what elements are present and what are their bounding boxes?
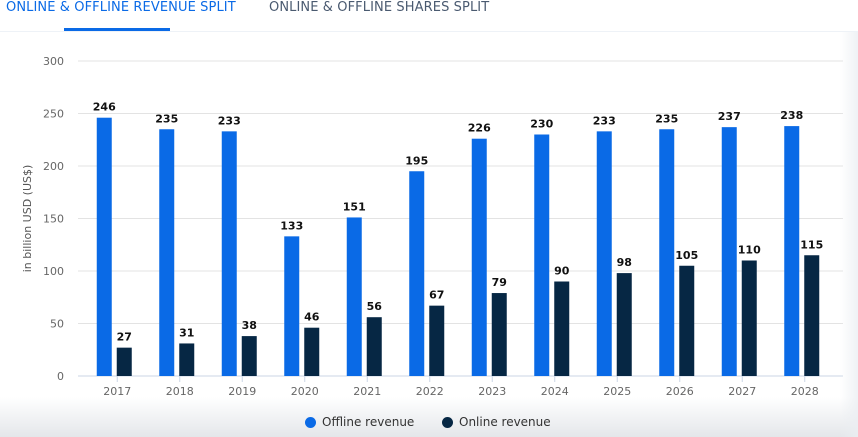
offline-bar [659, 129, 675, 376]
y-tick-label: 200 [43, 160, 64, 173]
x-tick-label: 2022 [416, 385, 444, 398]
x-tick-label: 2023 [478, 385, 506, 398]
offline-bar [409, 171, 425, 376]
offline-bar [284, 236, 300, 376]
offline-bar [221, 131, 237, 376]
x-tick-label: 2019 [228, 385, 256, 398]
online-bar [179, 343, 195, 376]
legend-label-online: Online revenue [459, 415, 551, 429]
online-bar [304, 327, 320, 376]
data-label: 151 [343, 200, 366, 213]
online-bar [241, 336, 257, 376]
legend-label-offline: Offline revenue [322, 415, 415, 429]
x-tick-label: 2018 [166, 385, 194, 398]
offline-bar [471, 138, 487, 376]
legend-item-online[interactable]: Online revenue [442, 415, 551, 429]
y-axis-title: in billion USD (US$) [21, 165, 34, 273]
y-tick-label: 100 [43, 265, 64, 278]
data-label: 38 [242, 319, 257, 332]
data-label: 238 [780, 109, 803, 122]
y-tick-label: 0 [57, 370, 64, 383]
offline-bar [721, 127, 737, 377]
x-tick-label: 2024 [541, 385, 569, 398]
legend-item-offline[interactable]: Offline revenue [305, 415, 414, 429]
data-label: 27 [117, 331, 132, 344]
data-label: 115 [800, 238, 823, 251]
data-label: 98 [617, 256, 632, 269]
offline-bar [159, 129, 175, 376]
data-label: 67 [429, 289, 444, 302]
offline-legend-marker [305, 416, 316, 428]
data-label: 90 [554, 265, 570, 278]
data-label: 105 [675, 249, 698, 262]
x-tick-label: 2025 [603, 385, 631, 398]
x-tick-label: 2026 [666, 385, 694, 398]
offline-bar [596, 131, 612, 376]
tab-revenue-split[interactable]: ONLINE & OFFLINE REVENUE SPLIT [6, 0, 236, 15]
data-label: 31 [179, 326, 194, 339]
data-label: 110 [738, 244, 761, 257]
data-label: 46 [304, 311, 320, 324]
data-label: 56 [367, 300, 383, 313]
y-tick-label: 50 [50, 318, 64, 331]
data-label: 246 [93, 101, 116, 114]
tab-shares-split[interactable]: ONLINE & OFFLINE SHARES SPLIT [269, 0, 490, 15]
data-label: 237 [718, 110, 741, 123]
data-label: 235 [155, 112, 178, 125]
online-bar [429, 305, 445, 376]
x-tick-label: 2021 [353, 385, 381, 398]
data-label: 235 [655, 112, 678, 125]
data-label: 226 [468, 122, 491, 135]
offline-bar [346, 217, 362, 376]
online-bar [366, 317, 382, 376]
online-bar [741, 260, 757, 376]
x-tick-label: 2017 [103, 385, 131, 398]
online-bar [679, 265, 695, 376]
data-label: 133 [280, 219, 303, 232]
online-bar [491, 293, 507, 376]
data-label: 79 [492, 276, 507, 289]
offline-bar [96, 117, 112, 376]
offline-bar [784, 126, 800, 376]
offline-bar [534, 134, 550, 376]
online-bar [616, 273, 632, 376]
x-tick-label: 2020 [291, 385, 319, 398]
y-tick-label: 150 [43, 213, 64, 226]
y-tick-label: 300 [43, 55, 64, 68]
x-tick-label: 2027 [728, 385, 756, 398]
active-tab-indicator [64, 28, 170, 31]
online-bar [804, 255, 820, 376]
legend: Offline revenue Online revenue [0, 415, 858, 433]
online-bar [554, 281, 570, 376]
x-tick-label: 2028 [791, 385, 819, 398]
data-label: 230 [530, 118, 553, 131]
data-label: 233 [218, 114, 241, 127]
tab-bar: ONLINE & OFFLINE REVENUE SPLIT ONLINE & … [0, 0, 858, 32]
online-bar [116, 347, 132, 376]
data-label: 233 [593, 114, 616, 127]
data-label: 195 [405, 154, 428, 167]
online-legend-marker [442, 416, 453, 428]
y-tick-label: 250 [43, 108, 64, 121]
